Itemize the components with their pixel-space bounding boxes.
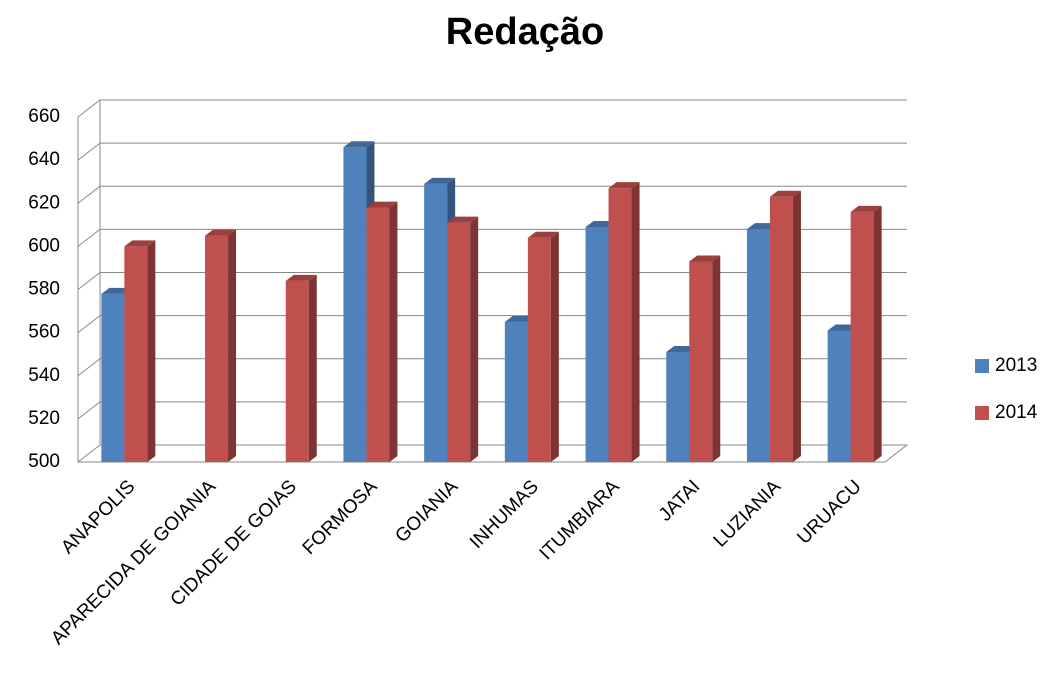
y-tick-label: 520 bbox=[28, 408, 60, 429]
bar-top bbox=[769, 190, 801, 197]
bar-top bbox=[850, 205, 882, 212]
bar-side bbox=[631, 182, 640, 462]
y-tick-label: 660 bbox=[28, 106, 60, 127]
bar-top bbox=[527, 231, 559, 238]
bar-side bbox=[470, 216, 479, 462]
bar bbox=[608, 188, 632, 462]
bar bbox=[124, 246, 148, 462]
legend-swatch bbox=[975, 359, 989, 373]
bar-side bbox=[550, 231, 559, 462]
bar bbox=[585, 226, 609, 462]
y-tick-label: 580 bbox=[28, 279, 60, 300]
legend-label: 2014 bbox=[995, 402, 1038, 423]
bar-top bbox=[343, 141, 375, 148]
x-tick-label: ITUMBIARA bbox=[536, 476, 624, 564]
y-tick-label: 540 bbox=[28, 365, 60, 386]
bar bbox=[504, 321, 528, 462]
bar bbox=[769, 196, 793, 462]
bar-side bbox=[228, 229, 237, 462]
x-tick-label: ANAPOLIS bbox=[57, 476, 139, 558]
x-tick-label: LUZIANIA bbox=[710, 476, 786, 552]
x-tick-label: URUACU bbox=[793, 476, 865, 548]
x-tick-label: APARECIDA DE GOIANIA bbox=[47, 476, 220, 649]
bar bbox=[366, 207, 390, 462]
x-tick-label: JATAI bbox=[655, 476, 704, 525]
bar bbox=[827, 330, 851, 462]
bar-side bbox=[308, 274, 317, 462]
bar bbox=[101, 293, 125, 462]
y-tick-label: 560 bbox=[28, 322, 60, 343]
bar-top bbox=[124, 240, 156, 247]
chart-title: Redação bbox=[446, 11, 604, 53]
bar bbox=[850, 211, 874, 462]
y-tick-label: 620 bbox=[28, 192, 60, 213]
bar-side bbox=[873, 205, 882, 462]
bar bbox=[447, 222, 471, 462]
bar-side bbox=[792, 190, 801, 462]
bar-side bbox=[147, 240, 156, 462]
y-tick-label: 500 bbox=[28, 451, 60, 472]
bar-side bbox=[389, 201, 398, 462]
bar bbox=[527, 237, 551, 462]
bar bbox=[285, 280, 309, 462]
bar bbox=[343, 147, 367, 462]
bar-top bbox=[608, 182, 640, 189]
bar-top bbox=[447, 216, 479, 223]
y-tick-label: 600 bbox=[28, 235, 60, 256]
grid-line bbox=[77, 142, 907, 161]
y-tick-label: 640 bbox=[28, 149, 60, 170]
bar-top bbox=[689, 255, 721, 262]
grid-line bbox=[77, 99, 907, 118]
bar-top bbox=[366, 201, 398, 208]
x-tick-label: GOIANIA bbox=[391, 476, 462, 547]
bar bbox=[424, 183, 448, 462]
bar bbox=[205, 235, 229, 462]
bar-top bbox=[424, 177, 456, 184]
bar-top bbox=[285, 274, 317, 281]
bar-side bbox=[712, 255, 721, 462]
x-tick-label: INHUMAS bbox=[466, 476, 543, 553]
bar bbox=[666, 352, 690, 462]
legend-swatch bbox=[975, 406, 989, 420]
legend-label: 2013 bbox=[995, 355, 1037, 376]
x-tick-label: FORMOSA bbox=[299, 476, 382, 559]
bar-top bbox=[205, 229, 237, 236]
bar bbox=[746, 229, 770, 462]
bar bbox=[689, 261, 713, 462]
